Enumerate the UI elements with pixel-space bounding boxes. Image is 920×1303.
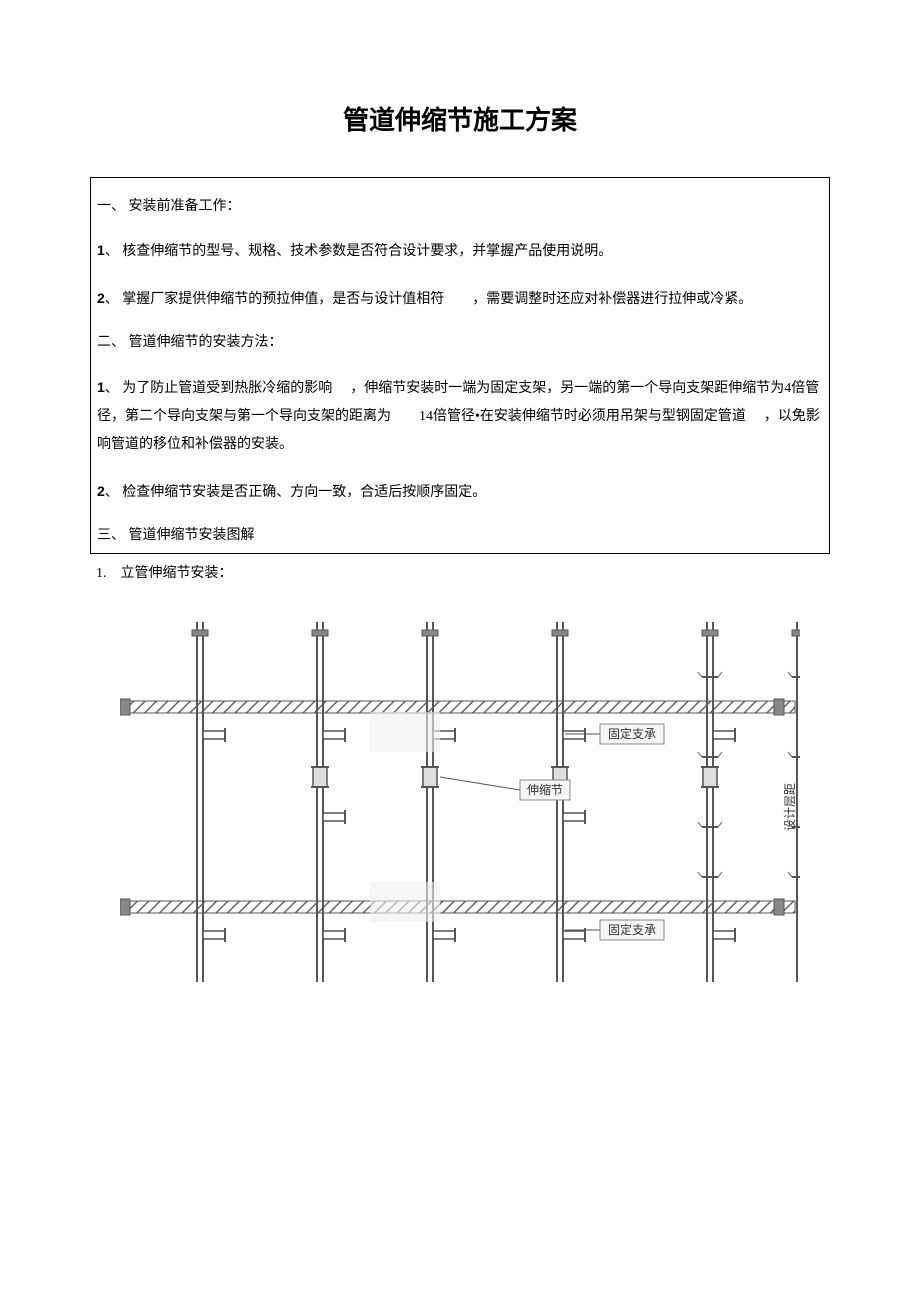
item-number: 2 [97,483,105,499]
item-text-a: 、 为了防止管道受到热胀冷缩的影响 [105,381,333,396]
item-text-a: 、 掌握厂家提供伸缩节的预拉伸值，是否与设计值相符 [105,292,445,307]
item-text: 、 检查伸缩节安装是否正确、方向一致，合适后按顺序固定。 [105,485,487,500]
item-number: 1 [97,379,105,395]
section-2-heading: 二、 管道伸缩节的安装方法： [97,332,823,354]
page-title: 管道伸缩节施工方案 [90,100,830,137]
item-number: 2 [97,290,105,306]
item-number: 1. [96,566,107,581]
item-text: 、 核查伸缩节的型号、规格、技术参数是否符合设计要求，并掌握产品使用说明。 [105,244,613,259]
section-1-item-2: 2、 掌握厂家提供伸缩节的预拉伸值，是否与设计值相符 ，需要调整时还应对补偿器进行… [97,284,823,314]
section-3-heading: 三、 管道伸缩节安装图解 [97,525,823,547]
item-number: 1 [97,242,105,258]
outside-item-1: 1. 立管伸缩节安装： [96,562,830,582]
svg-text:固定支承: 固定支承 [608,726,656,741]
section-2-item-2: 2、 检查伸缩节安装是否正确、方向一致，合适后按顺序固定。 [97,477,823,507]
item-text: 立管伸缩节安装： [121,566,233,581]
svg-text:固定支承: 固定支承 [608,922,656,937]
svg-text:设计层距: 设计层距 [783,783,797,831]
pipe-diagram-svg: 固定支承伸缩节固定支承设计层距 [120,612,800,992]
section-1-item-1: 1、 核查伸缩节的型号、规格、技术参数是否符合设计要求，并掌握产品使用说明。 [97,236,823,266]
section-1-heading: 一、 安装前准备工作： [97,196,823,218]
section-2-item-1: 1、 为了防止管道受到热胀冷缩的影响，伸缩节安装时一端为固定支架，另一端的第一个… [97,373,823,459]
content-box: 一、 安装前准备工作： 1、 核查伸缩节的型号、规格、技术参数是否符合设计要求，… [90,177,830,554]
item-text-c: 14倍管径•在安装伸缩节时必须用吊架与型钢固定管道 [419,409,746,424]
installation-diagram: 固定支承伸缩节固定支承设计层距 [90,612,830,992]
svg-text:伸缩节: 伸缩节 [527,782,563,797]
item-text-b: ，需要调整时还应对补偿器进行拉伸或冷紧。 [472,292,752,307]
